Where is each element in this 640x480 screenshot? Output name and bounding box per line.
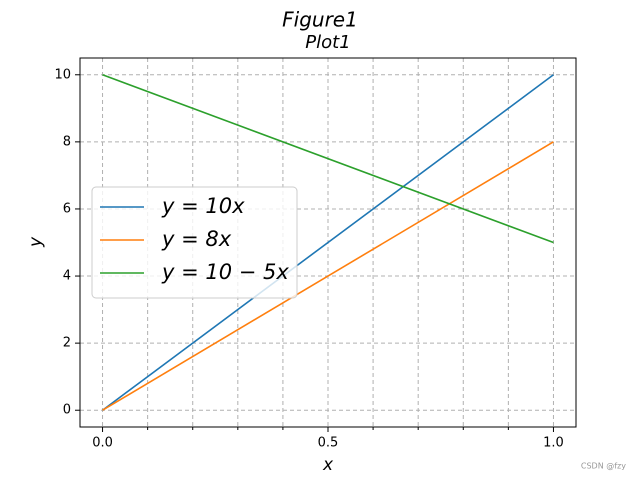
x-axis-label: x	[322, 455, 334, 475]
x-tick-label: 0.5	[318, 436, 339, 451]
x-tick-label: 0.0	[92, 436, 113, 451]
watermark: CSDN @fzy	[581, 462, 626, 471]
chart-title: Figure1	[282, 8, 358, 32]
y-tick-label: 10	[54, 67, 71, 82]
line	[102, 74, 554, 244]
legend-label: y = 8x	[161, 227, 232, 251]
y-axis-label: y	[26, 236, 46, 248]
legend-box	[91, 186, 298, 299]
x-tick-label: 1.0	[543, 436, 564, 451]
line	[102, 74, 554, 411]
line	[102, 141, 554, 411]
legend-label: y = 10x	[161, 194, 245, 218]
y-tick-label: 4	[63, 269, 71, 284]
y-tick-label: 2	[63, 336, 71, 351]
chart-subtitle: Plot1	[305, 32, 350, 53]
y-tick-label: 8	[63, 134, 71, 149]
y-tick-label: 6	[63, 201, 71, 216]
plot-frame	[79, 57, 577, 428]
legend-label: y = 10 − 5x	[161, 260, 289, 284]
y-tick-label: 0	[63, 403, 71, 418]
